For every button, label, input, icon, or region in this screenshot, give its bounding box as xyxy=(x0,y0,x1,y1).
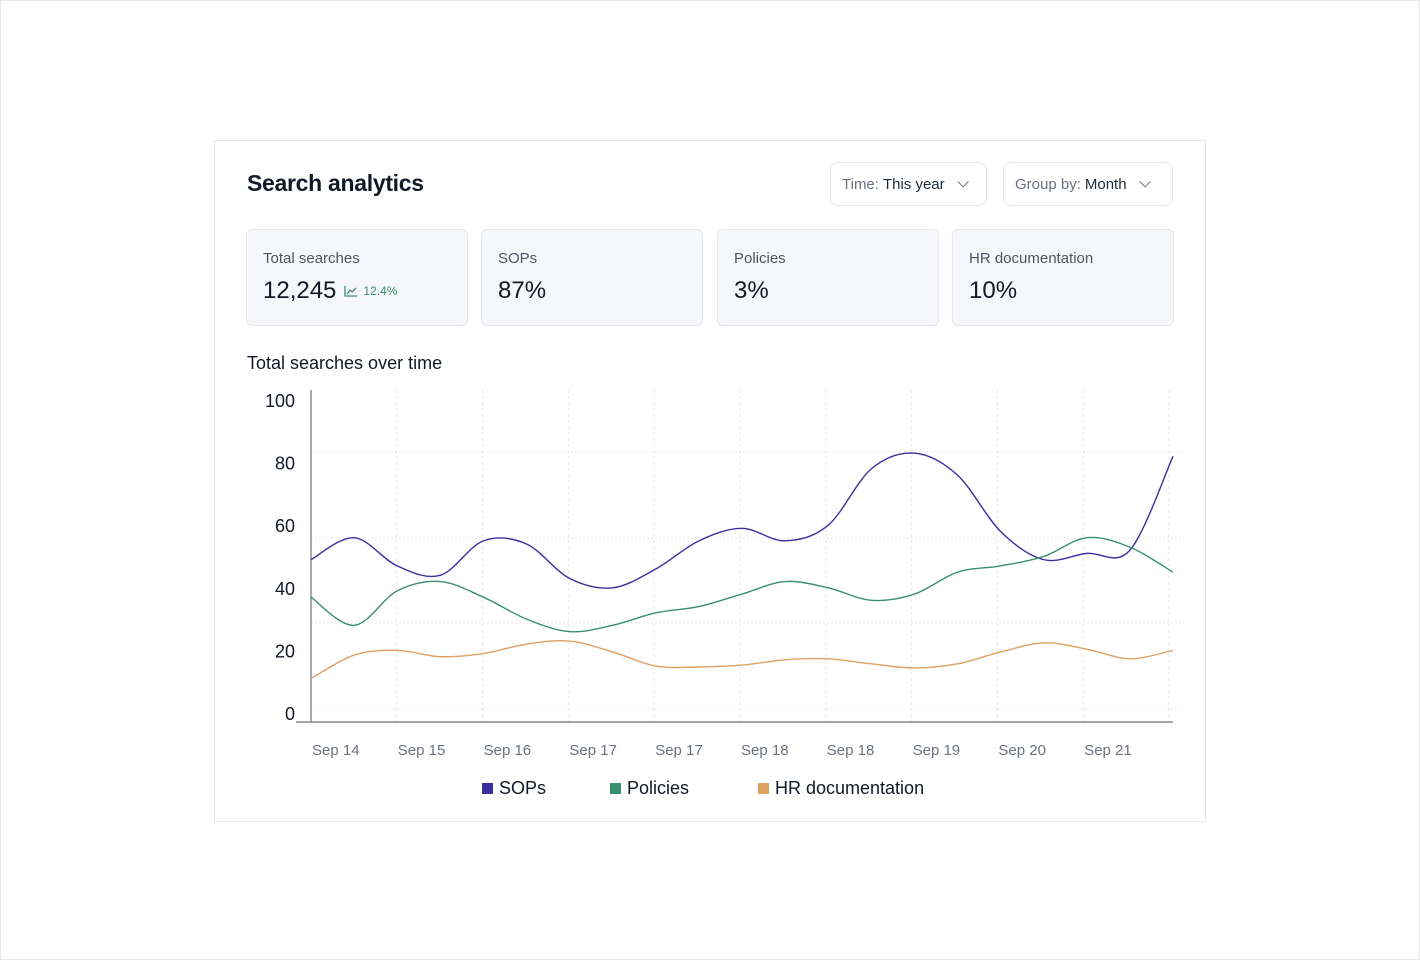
time-filter-label: Time: xyxy=(842,175,879,193)
chart-title: Total searches over time xyxy=(247,353,443,373)
stat-label: Total searches xyxy=(263,250,360,267)
stat-value: 3% xyxy=(734,277,769,304)
y-tick-label: 100 xyxy=(265,391,295,411)
stat-card-hr-documentation: HR documentation 10% xyxy=(952,229,1174,326)
legend-label: SOPs xyxy=(499,778,547,798)
x-tick-label: Sep 18 xyxy=(741,742,789,759)
time-filter-dropdown[interactable]: Time: This year xyxy=(830,162,987,206)
legend-label: Policies xyxy=(627,778,690,798)
y-tick-label: 60 xyxy=(275,516,295,536)
trend-value: 12.4% xyxy=(363,284,398,298)
y-tick-label: 80 xyxy=(275,454,295,474)
legend-item-policies: Policies xyxy=(610,778,689,799)
group-by-value: Month xyxy=(1084,175,1127,193)
stat-card-total-searches: Total searches 12,245 12.4% xyxy=(246,229,468,326)
stat-value: 10% xyxy=(969,277,1018,304)
stat-value: 87% xyxy=(498,277,547,304)
x-tick-label: Sep 21 xyxy=(1084,742,1132,759)
group-by-dropdown[interactable]: Group by: Month xyxy=(1003,162,1173,206)
x-tick-label: Sep 19 xyxy=(913,742,961,759)
x-tick-label: Sep 17 xyxy=(655,742,703,759)
stat-label: HR documentation xyxy=(969,250,1094,267)
x-tick-label: Sep 20 xyxy=(998,742,1046,759)
trend-badge: 12.4% xyxy=(344,284,397,298)
legend-label: HR documentation xyxy=(775,778,925,798)
stat-card-policies: Policies 3% xyxy=(717,229,939,326)
legend-swatch xyxy=(482,783,493,794)
page-title: Search analytics xyxy=(247,170,424,196)
legend-item-sops: SOPs xyxy=(482,778,546,799)
legend-item-hr-documentation: HR documentation xyxy=(758,778,924,799)
line-chart-up-icon xyxy=(344,286,358,297)
legend-swatch xyxy=(758,783,769,794)
y-tick-label: 20 xyxy=(275,641,295,661)
stat-label: Policies xyxy=(734,250,786,267)
y-tick-label: 40 xyxy=(275,579,295,599)
x-tick-label: Sep 15 xyxy=(398,742,446,759)
x-tick-label: Sep 16 xyxy=(484,742,532,759)
y-tick-label: 0 xyxy=(285,704,295,724)
stat-label: SOPs xyxy=(498,250,538,267)
stat-value: 12,245 xyxy=(263,277,337,304)
series-line-sops xyxy=(310,452,1174,589)
time-filter-value: This year xyxy=(882,175,945,193)
group-by-label: Group by: xyxy=(1015,175,1081,193)
stat-card-sops: SOPs 87% xyxy=(481,229,703,326)
series-line-policies xyxy=(310,536,1174,633)
x-tick-label: Sep 18 xyxy=(827,742,875,759)
x-tick-label: Sep 17 xyxy=(569,742,617,759)
legend-swatch xyxy=(610,783,621,794)
series-line-hr-documentation xyxy=(310,639,1174,680)
x-tick-label: Sep 14 xyxy=(312,742,360,759)
